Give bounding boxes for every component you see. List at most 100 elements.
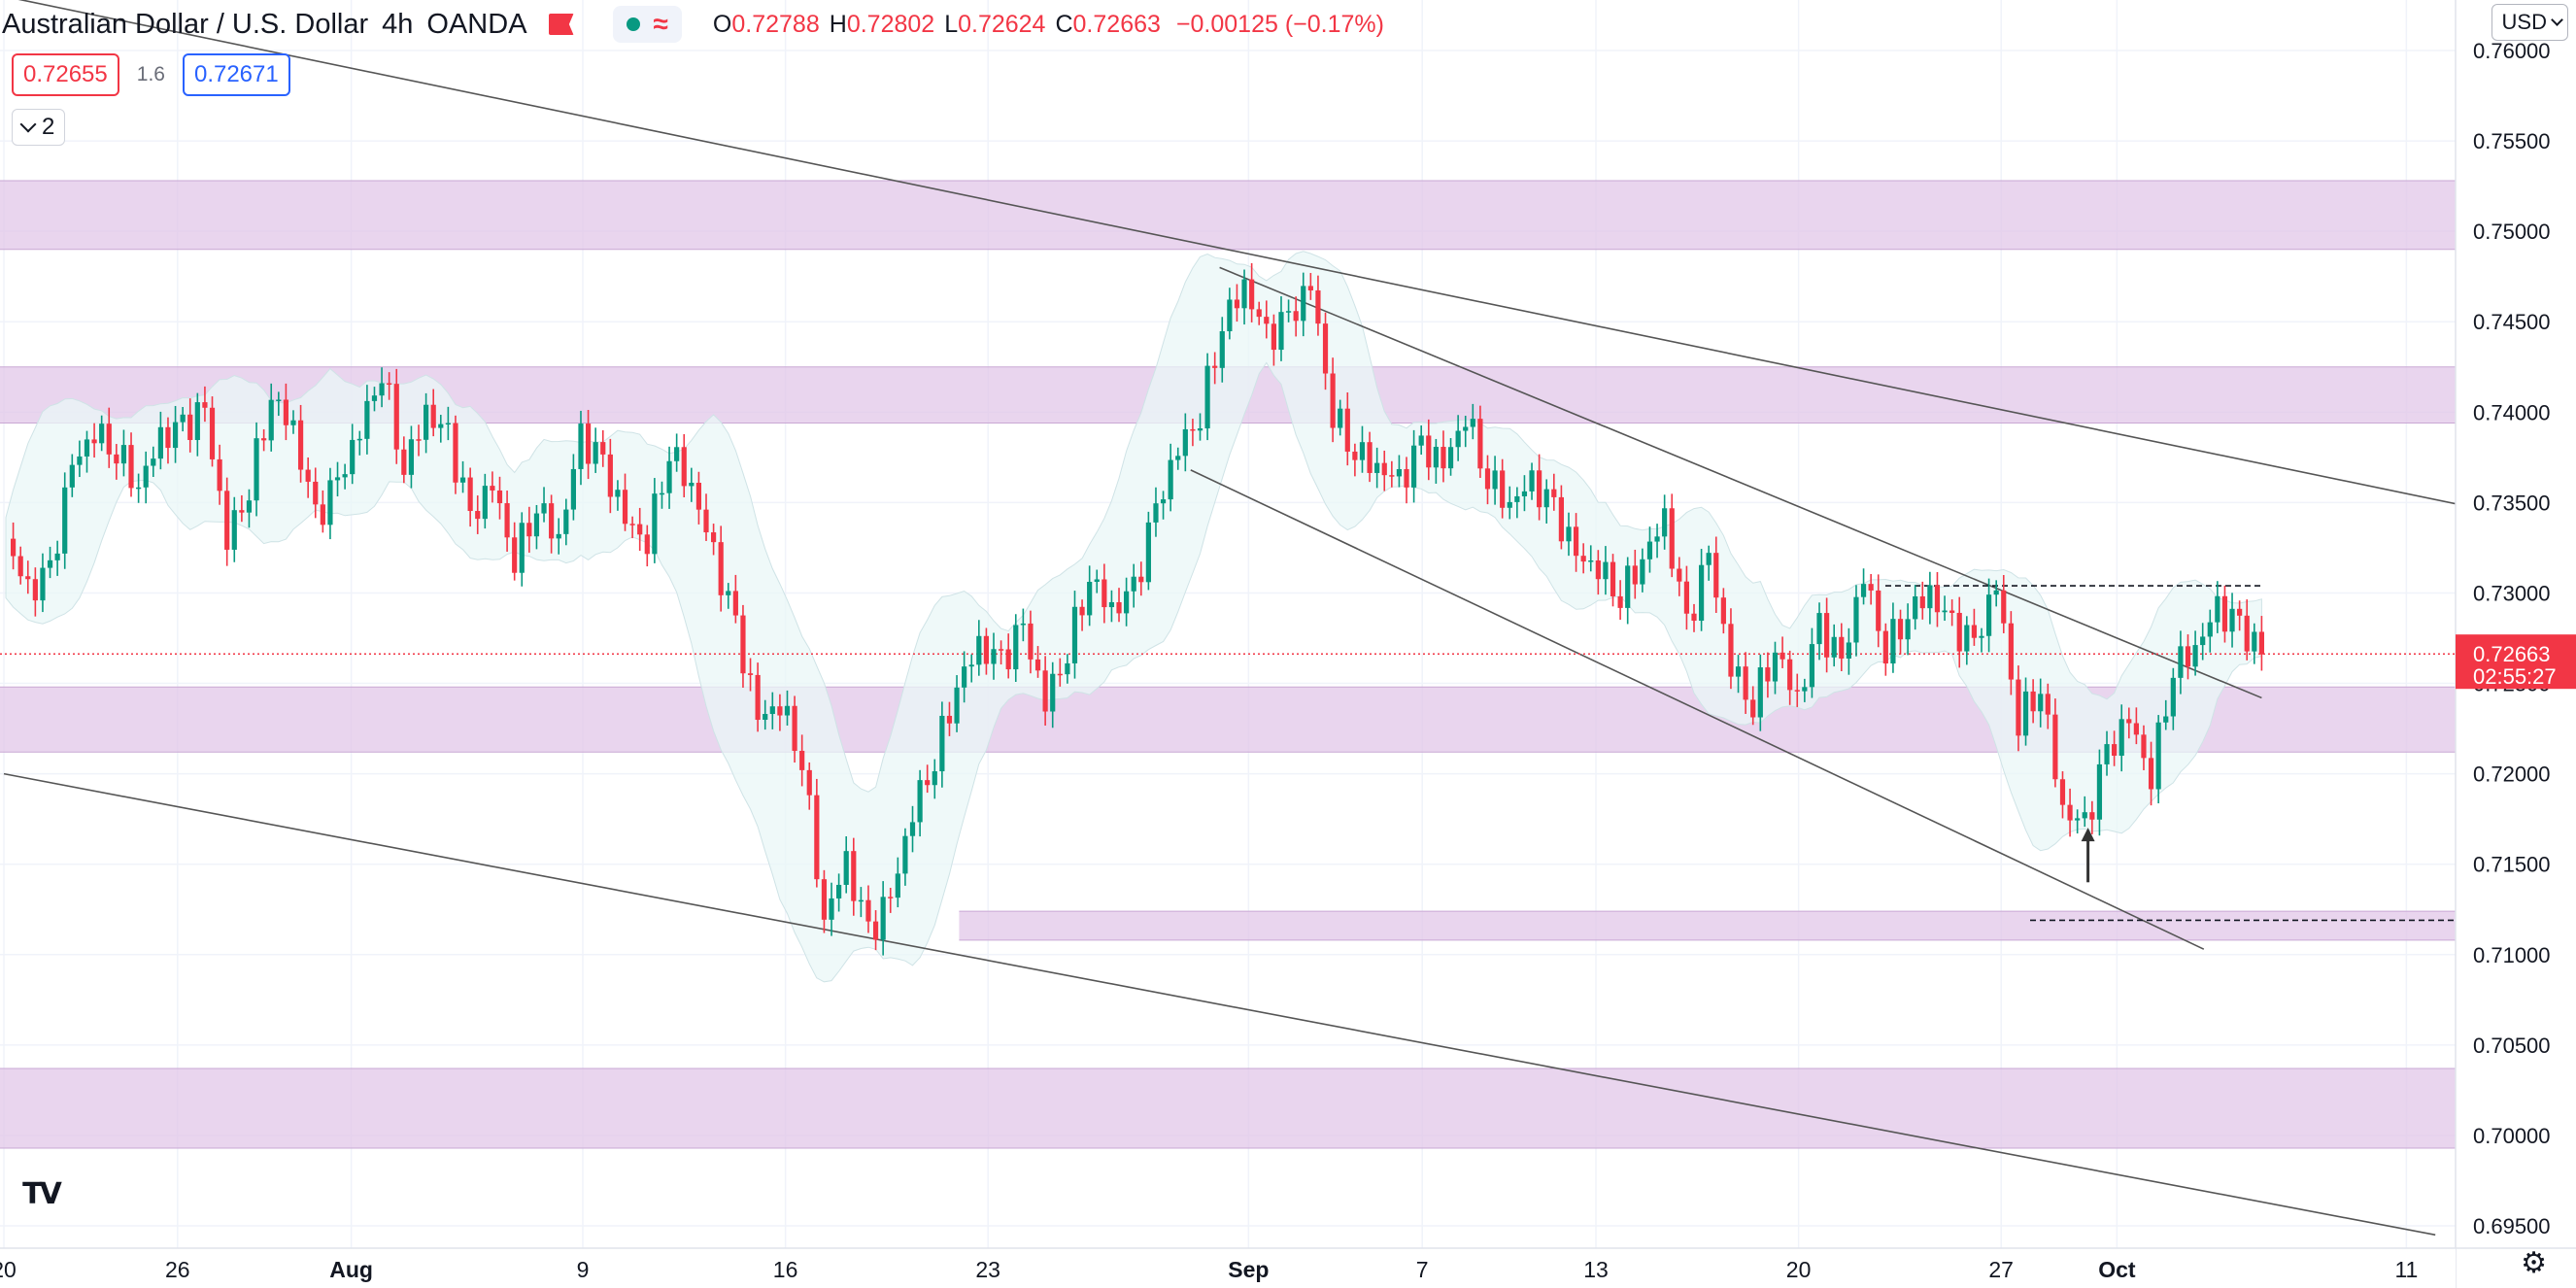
candle-body bbox=[1359, 442, 1366, 460]
trendline bbox=[1219, 266, 2262, 699]
candle-body bbox=[1876, 590, 1881, 631]
buy-button[interactable]: 0.72671 bbox=[182, 53, 290, 96]
ohlc-values: O0.72788 H0.72802 L0.72624 C0.72663 −0.0… bbox=[712, 10, 1384, 38]
candle-body bbox=[622, 490, 628, 525]
candle-body bbox=[1315, 289, 1321, 324]
candle-body bbox=[895, 873, 900, 898]
candle-body bbox=[755, 674, 761, 721]
candle-body bbox=[1956, 612, 1962, 652]
chart-header: Australian Dollar / U.S. Dollar 4h OANDA… bbox=[0, 0, 1384, 49]
candle-body bbox=[1389, 475, 1395, 477]
candle-body bbox=[1839, 636, 1845, 659]
candle-body bbox=[1116, 601, 1122, 614]
time-tick-label: 13 bbox=[1583, 1257, 1609, 1282]
candle-body bbox=[1404, 468, 1409, 488]
price-tick-label: 0.75500 bbox=[2473, 129, 2551, 153]
candle-body bbox=[585, 424, 592, 464]
candle-body bbox=[1293, 311, 1299, 322]
candle-body bbox=[1020, 623, 1026, 626]
candle-body bbox=[1433, 447, 1439, 468]
candle-body bbox=[1677, 568, 1682, 582]
candle-body bbox=[1256, 309, 1262, 318]
candle-body bbox=[180, 414, 186, 423]
candle-body bbox=[777, 706, 783, 716]
candle-body bbox=[114, 454, 119, 464]
candle-body bbox=[1034, 659, 1041, 671]
candle-body bbox=[726, 591, 731, 595]
candle-body bbox=[1241, 279, 1247, 309]
candle-body bbox=[821, 879, 828, 920]
bar-countdown: 02:55:27 bbox=[2473, 664, 2557, 689]
candle-body bbox=[593, 442, 598, 464]
candle-body bbox=[2192, 645, 2198, 667]
candle-body bbox=[1028, 623, 1034, 660]
candle-body bbox=[430, 404, 436, 428]
candle-body bbox=[1595, 559, 1601, 580]
candle-body bbox=[1979, 635, 1984, 638]
change-value: −0.00125 (−0.17%) bbox=[1175, 10, 1384, 38]
candle-body bbox=[84, 439, 90, 457]
flag-icon[interactable] bbox=[548, 14, 574, 35]
candle-body bbox=[320, 504, 325, 525]
candle-body bbox=[1212, 365, 1218, 368]
candle-body bbox=[718, 542, 724, 595]
currency-button[interactable]: USD bbox=[2491, 4, 2568, 41]
candle-body bbox=[482, 486, 488, 520]
candle-body bbox=[1227, 299, 1233, 332]
candle-body bbox=[1853, 596, 1859, 643]
candle-body bbox=[1802, 687, 1808, 692]
status-dot-icon bbox=[626, 17, 640, 31]
candle-body bbox=[637, 524, 643, 535]
candle-body bbox=[445, 423, 451, 425]
time-tick-label: 7 bbox=[1416, 1257, 1429, 1282]
candle-body bbox=[91, 439, 97, 444]
candle-body bbox=[1124, 591, 1130, 614]
candle-body bbox=[1411, 445, 1417, 488]
candle-body bbox=[1662, 508, 1668, 537]
candle-body bbox=[393, 384, 399, 450]
candle-body bbox=[438, 424, 444, 428]
price-tick-label: 0.70500 bbox=[2473, 1034, 2551, 1058]
candle-body bbox=[607, 454, 613, 497]
candle-body bbox=[1543, 489, 1549, 508]
chevron-down-icon bbox=[19, 116, 37, 133]
candle-body bbox=[2075, 818, 2081, 821]
candle-body bbox=[946, 715, 953, 724]
candle-body bbox=[674, 447, 680, 461]
candle-body bbox=[1691, 613, 1697, 622]
candle-body bbox=[1330, 373, 1336, 428]
candle-body bbox=[1264, 317, 1270, 324]
candle-body bbox=[350, 439, 356, 475]
candle-body bbox=[1145, 522, 1151, 583]
candle-body bbox=[1234, 299, 1240, 309]
candle-body bbox=[290, 420, 296, 425]
candle-body bbox=[1175, 456, 1181, 460]
candle-body bbox=[1470, 419, 1475, 427]
candle-body bbox=[239, 510, 245, 513]
candle-body bbox=[1190, 428, 1196, 431]
candle-body bbox=[408, 439, 415, 475]
candle-body bbox=[1846, 642, 1851, 659]
gear-icon[interactable]: ⚙ bbox=[2521, 1247, 2547, 1279]
candle-body bbox=[2001, 590, 2007, 624]
drawing-lines bbox=[0, 0, 2493, 1237]
candle-body bbox=[932, 771, 937, 786]
indicators-collapse-button[interactable]: 2 bbox=[12, 109, 66, 146]
candle-body bbox=[1500, 470, 1506, 508]
symbol-name[interactable]: Australian Dollar / U.S. Dollar bbox=[2, 8, 369, 40]
candle-body bbox=[2133, 723, 2139, 735]
candle-body bbox=[1765, 667, 1771, 682]
candle-body bbox=[490, 486, 495, 491]
candle-body bbox=[740, 615, 746, 674]
indicator-status-pill[interactable]: ≈ bbox=[612, 6, 682, 43]
candle-body bbox=[136, 487, 142, 490]
candle-body bbox=[1131, 576, 1136, 592]
candle-body bbox=[504, 503, 510, 538]
tradingview-logo-icon[interactable]: TV bbox=[14, 1169, 68, 1218]
candle-body bbox=[1396, 468, 1403, 477]
candle-body bbox=[1654, 536, 1660, 542]
interval-label[interactable]: 4h bbox=[382, 8, 414, 40]
sell-button[interactable]: 0.72655 bbox=[12, 53, 119, 96]
